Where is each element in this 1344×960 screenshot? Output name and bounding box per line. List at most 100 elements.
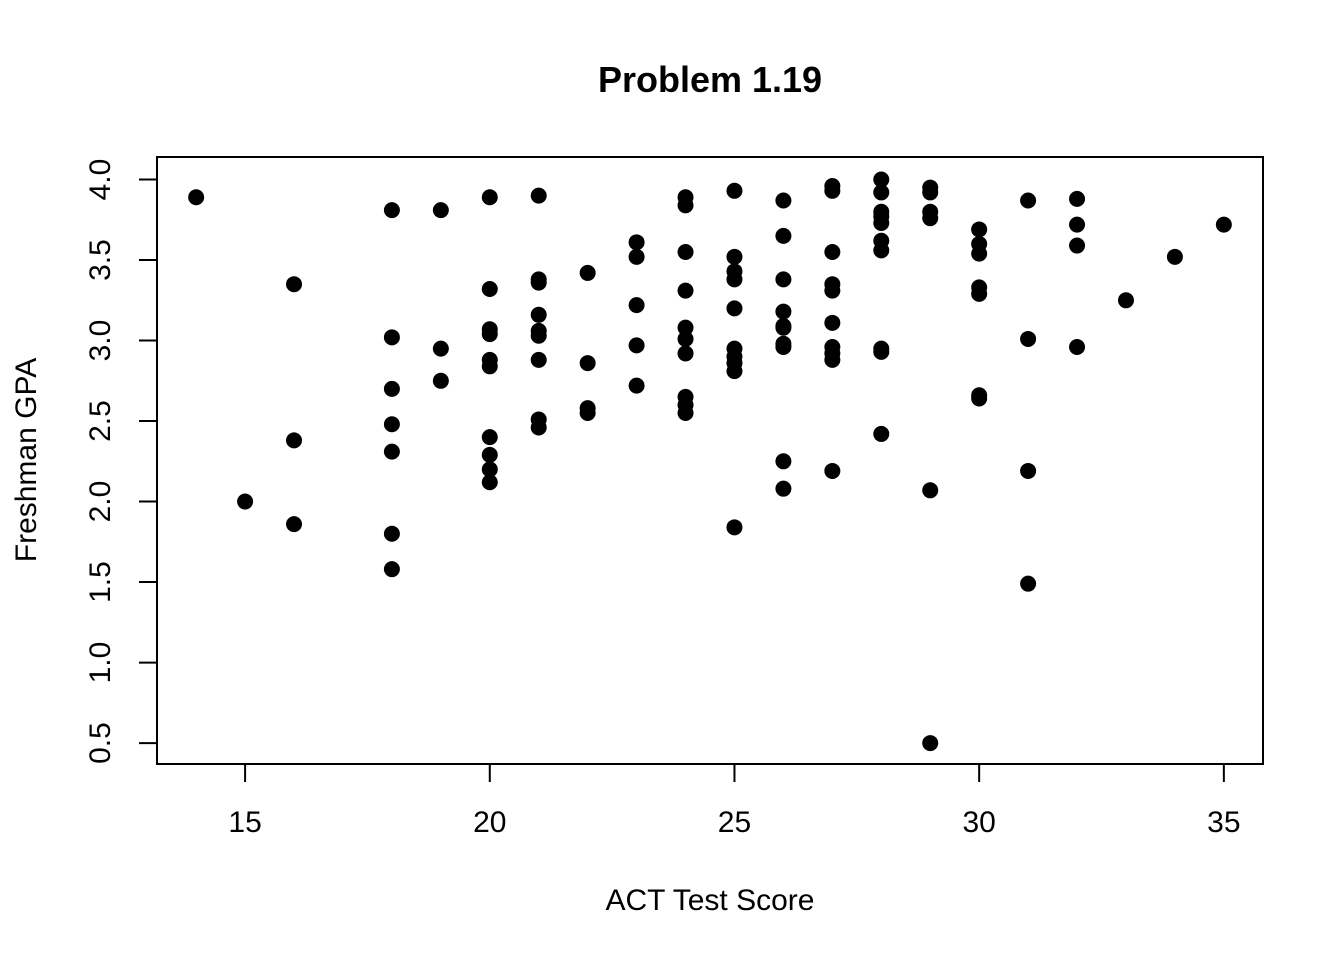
- data-point: [286, 276, 303, 293]
- data-point: [628, 297, 645, 314]
- data-points: [188, 171, 1232, 752]
- x-tick-label: 30: [962, 806, 995, 839]
- data-point: [726, 363, 743, 380]
- data-point: [1117, 292, 1134, 309]
- data-point: [873, 215, 890, 232]
- data-point: [383, 380, 400, 397]
- data-point: [286, 432, 303, 449]
- data-point: [775, 480, 792, 497]
- data-point: [922, 210, 939, 227]
- data-point: [1166, 248, 1183, 265]
- data-point: [530, 419, 547, 436]
- data-point: [1020, 575, 1037, 592]
- data-point: [775, 271, 792, 288]
- data-point: [873, 343, 890, 360]
- x-axis-label: ACT Test Score: [606, 884, 815, 917]
- data-point: [1215, 216, 1232, 233]
- data-point: [530, 187, 547, 204]
- x-tick-label: 35: [1207, 806, 1240, 839]
- data-point: [677, 345, 694, 362]
- data-point: [1069, 190, 1086, 207]
- chart-title: Problem 1.19: [598, 59, 822, 100]
- data-point: [726, 182, 743, 199]
- y-tick-label: 4.0: [84, 159, 117, 201]
- data-point: [481, 326, 498, 343]
- data-point: [922, 184, 939, 201]
- x-axis: 15 20 25 30 35: [228, 763, 1241, 839]
- data-point: [873, 242, 890, 259]
- data-point: [481, 474, 498, 491]
- data-point: [383, 443, 400, 460]
- data-point: [677, 282, 694, 299]
- data-point: [775, 338, 792, 355]
- data-point: [628, 234, 645, 251]
- data-point: [628, 248, 645, 265]
- data-point: [530, 274, 547, 291]
- data-point: [530, 327, 547, 344]
- data-point: [971, 221, 988, 238]
- data-point: [824, 314, 841, 331]
- y-tick-label: 3.5: [84, 239, 117, 281]
- x-tick-label: 15: [228, 806, 261, 839]
- data-point: [481, 429, 498, 446]
- data-point: [971, 390, 988, 407]
- data-point: [383, 525, 400, 542]
- data-point: [481, 446, 498, 463]
- plot-frame: [156, 156, 1264, 765]
- data-point: [677, 330, 694, 347]
- data-point: [726, 300, 743, 317]
- data-point: [775, 453, 792, 470]
- data-point: [383, 416, 400, 433]
- data-point: [726, 519, 743, 536]
- data-point: [432, 340, 449, 357]
- data-point: [579, 405, 596, 422]
- x-tick-label: 20: [473, 806, 506, 839]
- data-point: [481, 281, 498, 298]
- data-point: [677, 405, 694, 422]
- data-point: [824, 462, 841, 479]
- data-point: [579, 264, 596, 281]
- data-point: [824, 282, 841, 299]
- data-point: [1020, 192, 1037, 209]
- data-point: [726, 271, 743, 288]
- data-point: [383, 329, 400, 346]
- data-point: [530, 351, 547, 368]
- y-tick-label: 2.5: [84, 400, 117, 442]
- data-point: [286, 516, 303, 533]
- data-point: [775, 303, 792, 320]
- data-point: [775, 192, 792, 209]
- data-point: [432, 372, 449, 389]
- data-point: [1069, 216, 1086, 233]
- data-point: [824, 351, 841, 368]
- data-point: [873, 171, 890, 188]
- y-tick-label: 0.5: [84, 722, 117, 764]
- data-point: [873, 425, 890, 442]
- y-tick-label: 1.5: [84, 561, 117, 603]
- data-point: [383, 202, 400, 219]
- data-point: [530, 306, 547, 323]
- y-tick-label: 1.0: [84, 642, 117, 684]
- data-point: [237, 493, 254, 510]
- data-point: [1069, 237, 1086, 254]
- data-point: [824, 243, 841, 260]
- data-point: [922, 482, 939, 499]
- y-tick-label: 2.0: [84, 481, 117, 523]
- data-point: [971, 245, 988, 262]
- data-point: [677, 319, 694, 336]
- data-point: [824, 182, 841, 199]
- data-point: [628, 377, 645, 394]
- data-point: [677, 243, 694, 260]
- data-point: [922, 735, 939, 752]
- data-point: [775, 319, 792, 336]
- data-point: [481, 189, 498, 206]
- data-point: [432, 202, 449, 219]
- data-point: [775, 227, 792, 244]
- y-tick-label: 3.0: [84, 320, 117, 362]
- data-point: [1020, 462, 1037, 479]
- x-tick-label: 25: [718, 806, 751, 839]
- data-point: [1069, 338, 1086, 355]
- data-point: [579, 355, 596, 372]
- data-point: [726, 248, 743, 265]
- y-axis-label: Freshman GPA: [10, 358, 43, 563]
